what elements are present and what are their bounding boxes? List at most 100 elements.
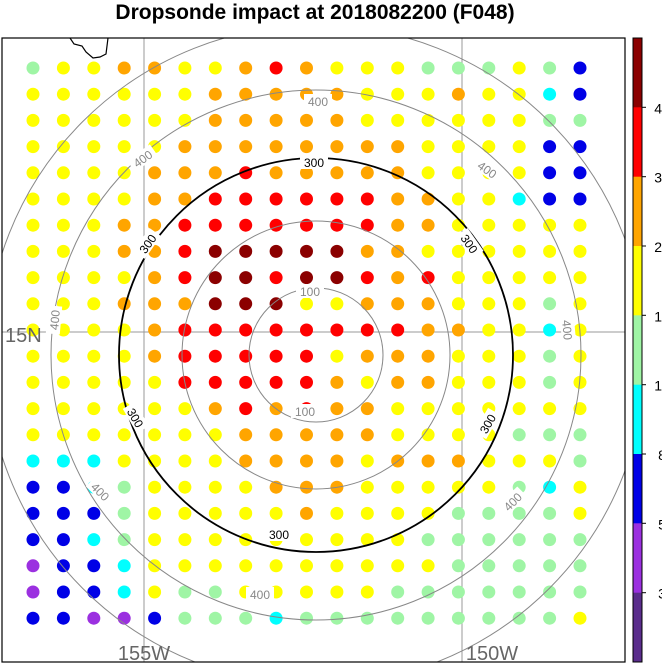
impact-dot [87, 192, 101, 206]
impact-dot [391, 297, 405, 311]
impact-dot [391, 192, 405, 206]
impact-dot [573, 402, 587, 416]
impact-dot [573, 192, 587, 206]
impact-dot [360, 480, 374, 494]
impact-dot [178, 192, 192, 206]
impact-dot [573, 533, 587, 547]
impact-dot [208, 428, 222, 442]
impact-dot [543, 375, 557, 389]
impact-dot [330, 559, 344, 573]
impact-dot [208, 113, 222, 127]
impact-dot [208, 271, 222, 285]
impact-dot [87, 349, 101, 363]
impact-dot [512, 166, 526, 180]
impact-dot [239, 87, 253, 101]
impact-dot [451, 349, 465, 363]
impact-dot [148, 533, 162, 547]
impact-dot [330, 271, 344, 285]
impact-dot [421, 166, 435, 180]
impact-dot [239, 428, 253, 442]
impact-dot [239, 192, 253, 206]
impact-dot [451, 87, 465, 101]
impact-dot [26, 140, 40, 154]
impact-dot [482, 506, 496, 520]
impact-dot [360, 166, 374, 180]
impact-dot [26, 297, 40, 311]
impact-dot [56, 349, 70, 363]
impact-dot [208, 87, 222, 101]
impact-dot [482, 349, 496, 363]
impact-dot [360, 611, 374, 625]
contour-label-300-bg [133, 227, 161, 259]
impact-dot [573, 271, 587, 285]
impact-dot [239, 218, 253, 232]
impact-dot [360, 454, 374, 468]
impact-dot [148, 611, 162, 625]
impact-dot [148, 375, 162, 389]
impact-dot [573, 244, 587, 258]
impact-dot [148, 192, 162, 206]
impact-dot [300, 506, 313, 520]
impact-dot [56, 192, 70, 206]
colorbar-segment [633, 107, 642, 178]
impact-dot [178, 87, 192, 101]
colorbar-segment [633, 523, 642, 594]
impact-dot [360, 113, 374, 127]
contour-label-100-bg [291, 404, 319, 418]
lon-label-150w: 150W [466, 643, 518, 664]
impact-dot [421, 297, 435, 311]
impact-dot [391, 402, 405, 416]
impact-dot [56, 480, 70, 494]
contour-label-400-bg [497, 486, 528, 517]
impact-dot [512, 428, 526, 442]
impact-dot [391, 218, 405, 232]
impact-dot [360, 87, 374, 101]
impact-dot [543, 428, 557, 442]
impact-dot [300, 454, 313, 468]
plot-frame [1, 37, 626, 663]
impact-dot [451, 611, 465, 625]
impact-dot [300, 166, 313, 180]
impact-dot [421, 585, 435, 599]
impact-dot [482, 271, 496, 285]
impact-dot [117, 61, 131, 75]
impact-dot [269, 349, 283, 363]
impact-dot [117, 244, 131, 258]
impact-dot [360, 428, 374, 442]
impact-dot [360, 61, 374, 75]
impact-dot [208, 218, 222, 232]
impact-dot [421, 140, 435, 154]
impact-dot [391, 506, 405, 520]
colorbar-segment [633, 592, 642, 663]
impact-dot [87, 271, 101, 285]
impact-dot [208, 244, 222, 258]
impact-dot [178, 402, 192, 416]
impact-dot [330, 349, 344, 363]
impact-dot [482, 218, 496, 232]
impact-dot [482, 611, 496, 625]
impact-dot [330, 192, 344, 206]
impact-dot [269, 454, 283, 468]
colorbar-tick-label: 3 [658, 586, 662, 602]
impact-dot [482, 533, 496, 547]
impact-dot [543, 140, 557, 154]
impact-dot [300, 192, 313, 206]
impact-dot [330, 140, 344, 154]
impact-dot [451, 166, 465, 180]
colorbar-segment [633, 315, 642, 386]
impact-dot [239, 297, 253, 311]
contour-label-300-bg [300, 155, 328, 169]
impact-dot [269, 297, 283, 311]
impact-dot [26, 271, 40, 285]
impact-dot [208, 480, 222, 494]
impact-dot [117, 454, 131, 468]
contour-label-300: 300 [304, 156, 324, 170]
impact-dot [87, 402, 101, 416]
impact-dot [117, 585, 131, 599]
impact-dot [573, 113, 587, 127]
impact-dot [239, 271, 253, 285]
impact-dot [482, 375, 496, 389]
impact-dot [482, 585, 496, 599]
impact-dot [360, 218, 374, 232]
impact-dot [239, 375, 253, 389]
